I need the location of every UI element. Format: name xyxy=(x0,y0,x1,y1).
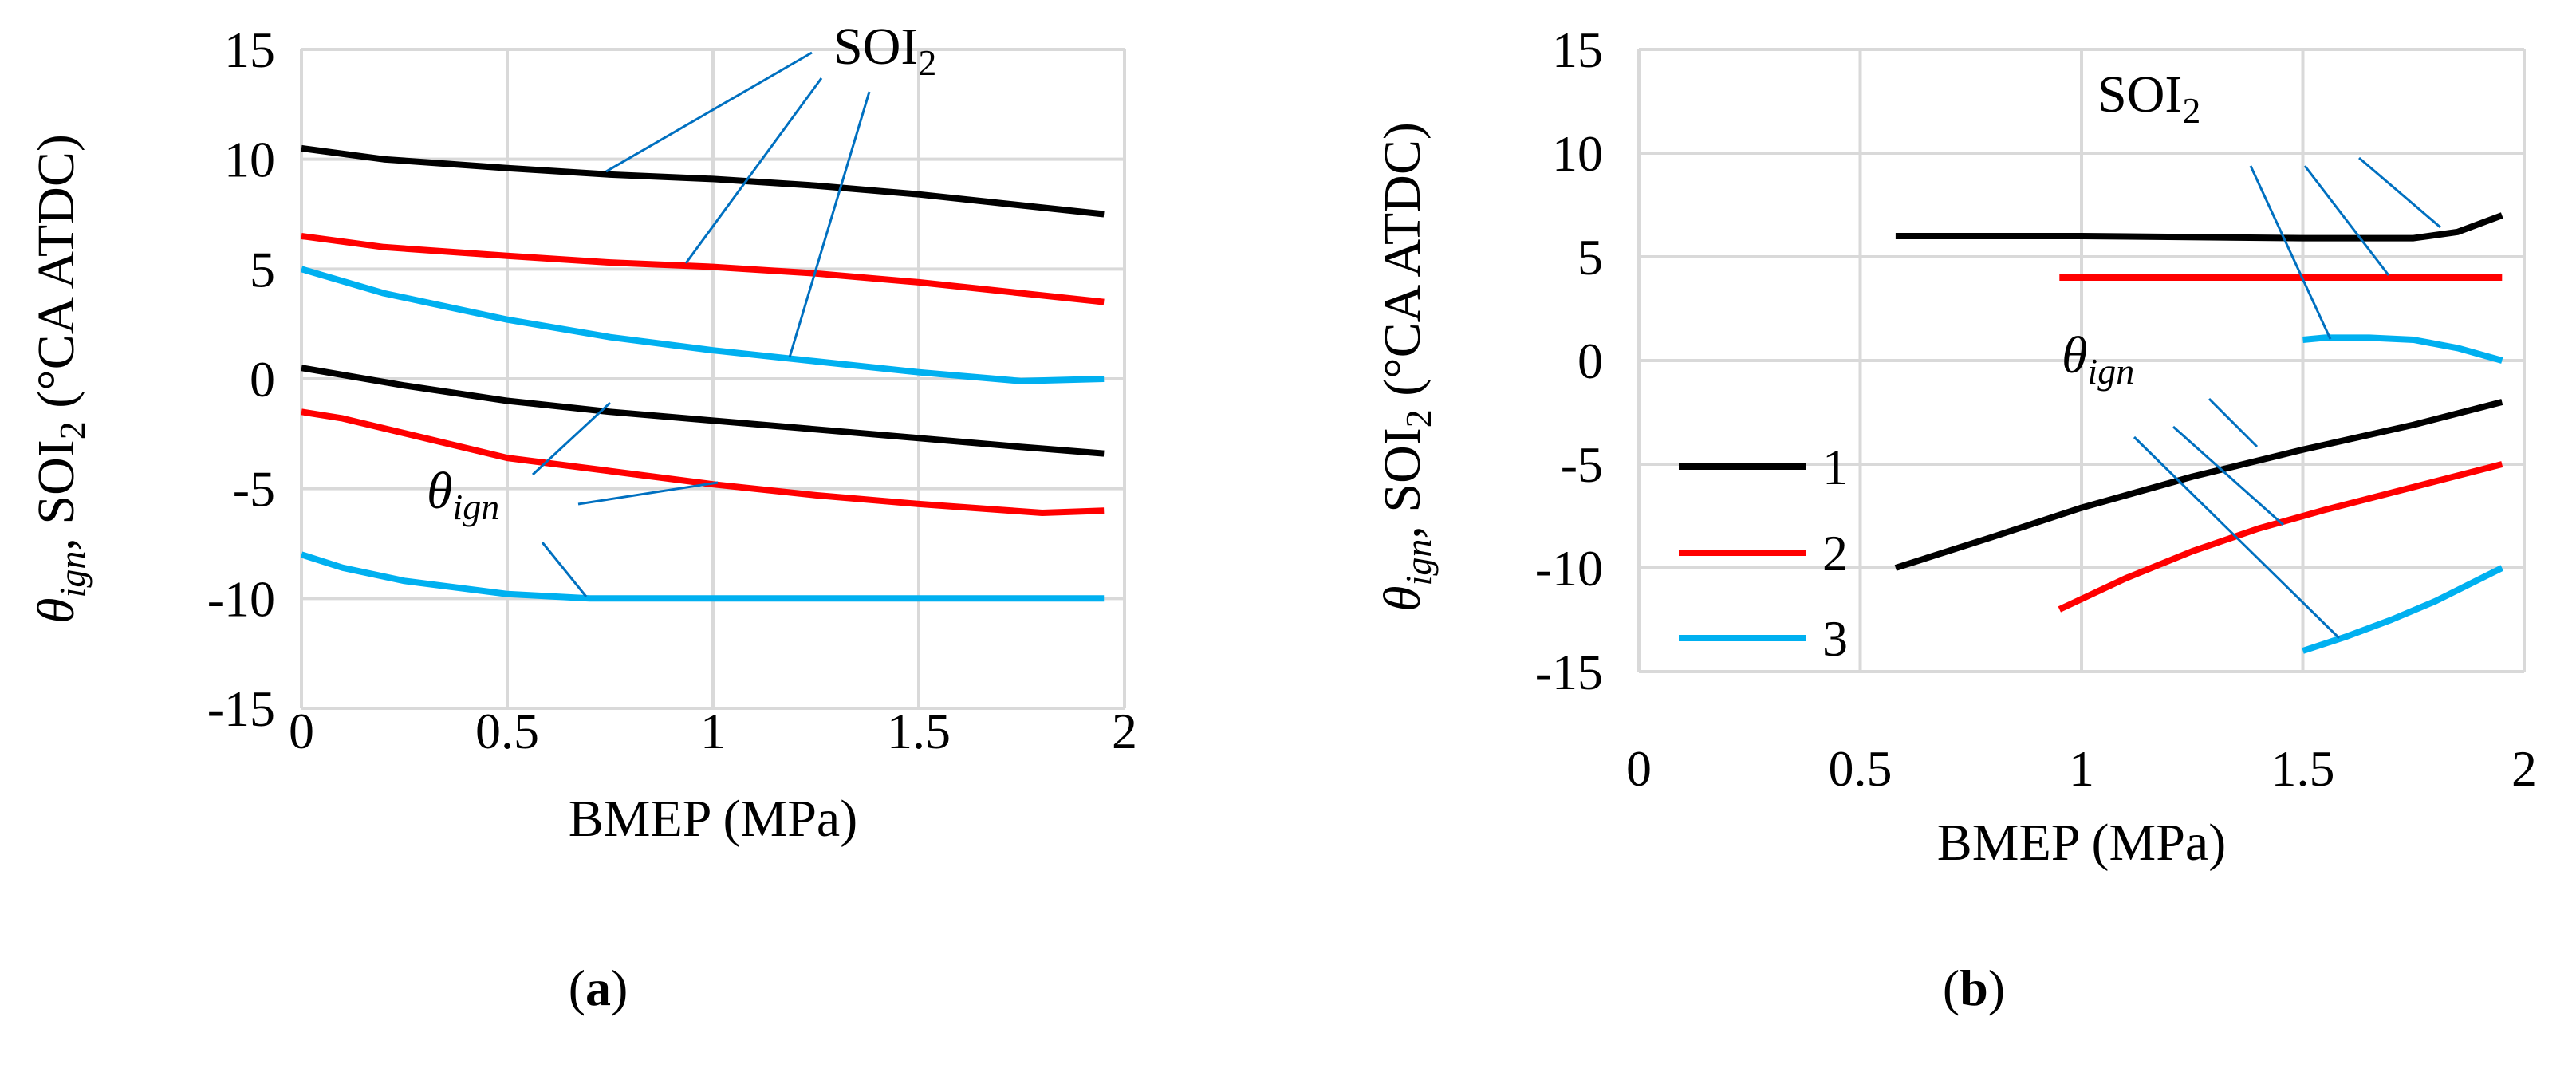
theta-leader-line xyxy=(2208,397,2259,448)
x-axis-label: BMEP (MPa) xyxy=(569,790,857,848)
x-tick-label: 0 xyxy=(289,703,314,759)
soi-leader-line xyxy=(2249,165,2332,340)
theta-leader-line xyxy=(577,481,719,506)
y-tick-label: 0 xyxy=(250,351,275,408)
x-axis-label: BMEP (MPa) xyxy=(1937,814,2226,872)
x-tick-label: 0.5 xyxy=(1829,740,1893,797)
soi-annotation: SOI2 xyxy=(2097,65,2200,131)
chart-panel-b: 15 10 5 0 -5 -10 -15 0 0.5 1 1.5 2 BMEP (MPa) θign, S… xyxy=(1373,22,2537,1016)
legend-label-2: 2 xyxy=(1822,525,1848,581)
legend-label-3: 3 xyxy=(1822,610,1848,667)
soi-leader-line xyxy=(2303,165,2390,276)
y-tick-label: -10 xyxy=(207,570,275,627)
series-line-soi2-1 xyxy=(301,144,1105,218)
series-line-soi2-2 xyxy=(301,233,1105,305)
theta-leader-line xyxy=(541,542,588,597)
x-tick-label: 2 xyxy=(1112,703,1137,759)
y-tick-label: 15 xyxy=(1552,22,1603,78)
soi-annotation: SOI2 xyxy=(833,18,936,83)
theta-leader-line xyxy=(2133,435,2341,640)
theta-leader-line xyxy=(2172,425,2284,526)
x-tick-label: 0.5 xyxy=(475,703,539,759)
series-line-soi2-1 xyxy=(1895,212,2503,242)
x-tick-label: 1.5 xyxy=(887,703,951,759)
y-tick-label: 15 xyxy=(224,22,275,78)
soi-leader-line xyxy=(2358,156,2441,229)
series-line-theta_ign-1 xyxy=(301,365,1105,457)
series-line-soi2-3 xyxy=(300,266,1105,384)
y-tick-label: 5 xyxy=(1578,229,1603,286)
y-tick-label: -15 xyxy=(1535,644,1603,700)
legend-label-1: 1 xyxy=(1822,439,1848,495)
series-line-soi2-3 xyxy=(2302,334,2503,364)
y-axis-label: θign, SOI2 (°CA ATDC) xyxy=(1373,122,1439,612)
y-tick-label: -15 xyxy=(207,680,275,737)
panel-label-b: (b) xyxy=(1943,960,2005,1016)
y-tick-label: -5 xyxy=(233,461,275,518)
y-tick-label: 0 xyxy=(1578,333,1603,389)
x-tick-label: 1.5 xyxy=(2271,740,2335,797)
x-tick-label: 2 xyxy=(2511,740,2537,797)
y-tick-label: 10 xyxy=(224,132,275,188)
y-tick-label: -5 xyxy=(1561,436,1603,493)
soi-leader-line xyxy=(605,51,813,173)
panel-label-a: (a) xyxy=(569,960,628,1016)
series-line-theta_ign-1 xyxy=(1894,399,2503,571)
x-tick-label: 1 xyxy=(2069,740,2094,797)
y-tick-label: 5 xyxy=(250,241,275,298)
soi-leader-line xyxy=(788,91,871,358)
x-tick-label: 0 xyxy=(1626,740,1652,797)
y-tick-label: 10 xyxy=(1552,125,1603,182)
series-line-theta_ign-2 xyxy=(301,408,1105,516)
y-tick-label: -10 xyxy=(1535,540,1603,597)
theta-leader-line xyxy=(531,401,612,476)
soi-leader-line xyxy=(684,77,823,264)
y-axis-label: θign, SOI2 (°CA ATDC) xyxy=(27,134,93,624)
theta-annotation: θign xyxy=(427,462,499,527)
x-tick-label: 1 xyxy=(700,703,726,759)
legend: 1 2 3 xyxy=(1679,439,1848,667)
theta-annotation: θign xyxy=(2062,326,2134,392)
series-line-theta_ign-3 xyxy=(2302,565,2504,654)
series-line-theta_ign-2 xyxy=(2058,461,2503,613)
series-line-theta_ign-3 xyxy=(300,551,1105,602)
